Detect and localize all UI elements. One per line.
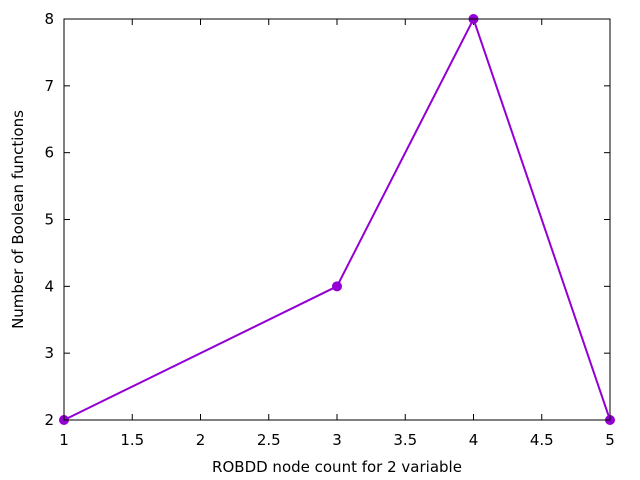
plot-frame — [63, 18, 611, 421]
x-tick-label: 2.5 — [257, 431, 281, 449]
x-tick-label: 1 — [59, 431, 69, 449]
x-axis-ticks: 1 1.5 2 2.5 3 3.5 4 4.5 5 — [59, 19, 615, 449]
x-tick-label: 3.5 — [393, 431, 417, 449]
x-tick-label: 3 — [332, 431, 342, 449]
x-tick-label: 1.5 — [120, 431, 144, 449]
y-axis-title: Number of Boolean functions — [9, 110, 27, 329]
y-tick-label: 8 — [44, 10, 54, 28]
series-layer — [59, 14, 615, 425]
x-tick-label: 5 — [605, 431, 615, 449]
series-line — [63, 16, 611, 421]
y-axis-ticks: 2 3 4 5 6 7 8 — [44, 10, 610, 429]
y-tick-label: 7 — [44, 77, 54, 95]
y-tick-label: 3 — [44, 344, 54, 362]
x-axis-title: ROBDD node count for 2 variable — [212, 458, 462, 476]
x-tick-label: 2 — [196, 431, 206, 449]
y-tick-label: 4 — [44, 277, 54, 295]
data-point — [332, 281, 342, 292]
x-tick-label: 4 — [469, 431, 479, 449]
y-tick-label: 5 — [44, 211, 54, 229]
y-tick-label: 6 — [44, 144, 54, 162]
x-tick-label: 4.5 — [530, 431, 554, 449]
y-tick-label: 2 — [44, 411, 54, 429]
